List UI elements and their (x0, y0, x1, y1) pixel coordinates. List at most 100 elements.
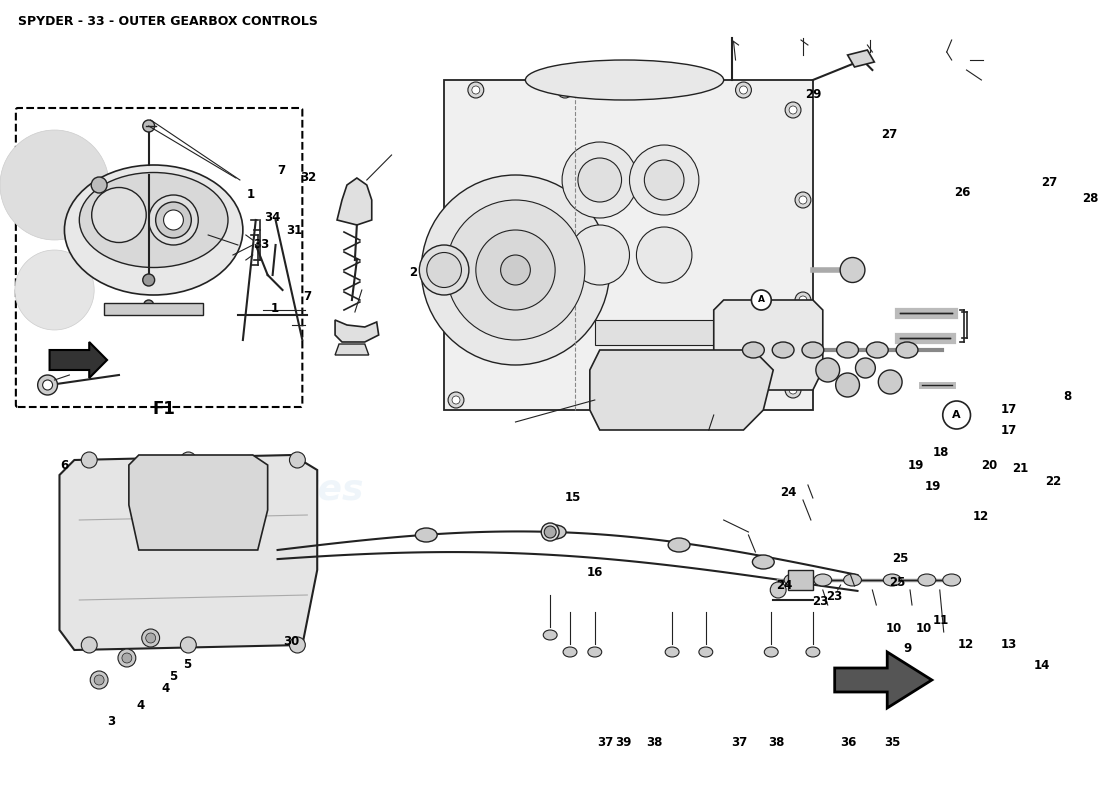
Circle shape (736, 82, 751, 98)
Text: 5: 5 (169, 670, 177, 682)
Ellipse shape (79, 173, 228, 267)
Circle shape (142, 629, 160, 647)
Text: 1: 1 (246, 189, 255, 202)
Circle shape (751, 290, 771, 310)
Ellipse shape (867, 342, 888, 358)
Ellipse shape (416, 528, 437, 542)
Ellipse shape (419, 245, 469, 295)
Text: 26: 26 (954, 186, 970, 198)
Circle shape (144, 300, 154, 310)
Ellipse shape (883, 574, 901, 586)
Text: 1: 1 (271, 302, 278, 314)
Text: 37: 37 (732, 736, 747, 749)
Ellipse shape (587, 647, 602, 657)
Circle shape (91, 177, 107, 193)
Polygon shape (835, 652, 932, 708)
Text: F1: F1 (152, 400, 175, 418)
Circle shape (155, 202, 191, 238)
Text: 16: 16 (586, 566, 603, 578)
Ellipse shape (148, 195, 198, 245)
Circle shape (562, 142, 637, 218)
Circle shape (468, 82, 484, 98)
Circle shape (878, 370, 902, 394)
Circle shape (789, 386, 797, 394)
Circle shape (785, 102, 801, 118)
Polygon shape (50, 342, 107, 378)
Circle shape (164, 210, 184, 230)
Circle shape (716, 400, 732, 416)
Circle shape (81, 637, 97, 653)
Polygon shape (59, 455, 317, 650)
Ellipse shape (543, 630, 557, 640)
Circle shape (799, 196, 807, 204)
Text: 23: 23 (813, 595, 828, 608)
Circle shape (578, 158, 621, 202)
Text: 4: 4 (162, 682, 169, 694)
Text: 11: 11 (933, 614, 948, 626)
Text: 13: 13 (1001, 638, 1018, 650)
Text: 18: 18 (933, 446, 948, 458)
Circle shape (816, 358, 839, 382)
Circle shape (180, 637, 196, 653)
Text: 2: 2 (409, 266, 417, 278)
Text: 9: 9 (903, 642, 911, 654)
Bar (595, 320, 714, 345)
Text: 17: 17 (1001, 424, 1018, 437)
Circle shape (81, 452, 97, 468)
Ellipse shape (65, 165, 243, 295)
Text: 34: 34 (264, 211, 280, 224)
Ellipse shape (918, 574, 936, 586)
Polygon shape (714, 300, 823, 390)
Circle shape (95, 675, 104, 685)
Text: 25: 25 (892, 552, 909, 565)
Circle shape (943, 401, 970, 429)
Text: 33: 33 (253, 238, 270, 250)
Text: 24: 24 (777, 579, 793, 592)
Circle shape (289, 452, 306, 468)
Circle shape (448, 392, 464, 408)
Ellipse shape (844, 574, 861, 586)
Circle shape (452, 396, 460, 404)
Text: 5: 5 (184, 658, 191, 670)
Ellipse shape (802, 342, 824, 358)
Polygon shape (848, 50, 874, 67)
Text: 38: 38 (768, 736, 784, 749)
Text: 23: 23 (826, 590, 843, 602)
Circle shape (629, 145, 698, 215)
Ellipse shape (668, 538, 690, 552)
Circle shape (739, 86, 748, 94)
Text: 7: 7 (277, 163, 286, 177)
Text: 39: 39 (616, 736, 631, 749)
Text: 19: 19 (925, 480, 942, 493)
Circle shape (795, 192, 811, 208)
Ellipse shape (784, 574, 802, 586)
Text: 17: 17 (1001, 403, 1018, 416)
Circle shape (660, 86, 668, 94)
Text: 27: 27 (1042, 176, 1057, 189)
Ellipse shape (764, 647, 778, 657)
Circle shape (770, 582, 786, 598)
Ellipse shape (837, 342, 858, 358)
Circle shape (90, 671, 108, 689)
Text: A: A (758, 295, 764, 305)
Polygon shape (336, 344, 368, 355)
Text: 22: 22 (1045, 475, 1060, 488)
Circle shape (789, 106, 797, 114)
Text: 14: 14 (1034, 659, 1050, 672)
Circle shape (143, 274, 155, 286)
Ellipse shape (666, 647, 679, 657)
Circle shape (421, 175, 609, 365)
Ellipse shape (943, 574, 960, 586)
Bar (615, 390, 694, 410)
Bar (444, 80, 813, 410)
Text: 10: 10 (916, 622, 932, 634)
Circle shape (145, 633, 155, 643)
Ellipse shape (806, 647, 820, 657)
Text: 12: 12 (972, 510, 989, 522)
Circle shape (500, 255, 530, 285)
Circle shape (561, 86, 569, 94)
Text: 38: 38 (646, 736, 662, 749)
Text: ewspares: ewspares (513, 334, 795, 386)
Text: 4: 4 (136, 699, 144, 712)
Polygon shape (590, 350, 773, 430)
